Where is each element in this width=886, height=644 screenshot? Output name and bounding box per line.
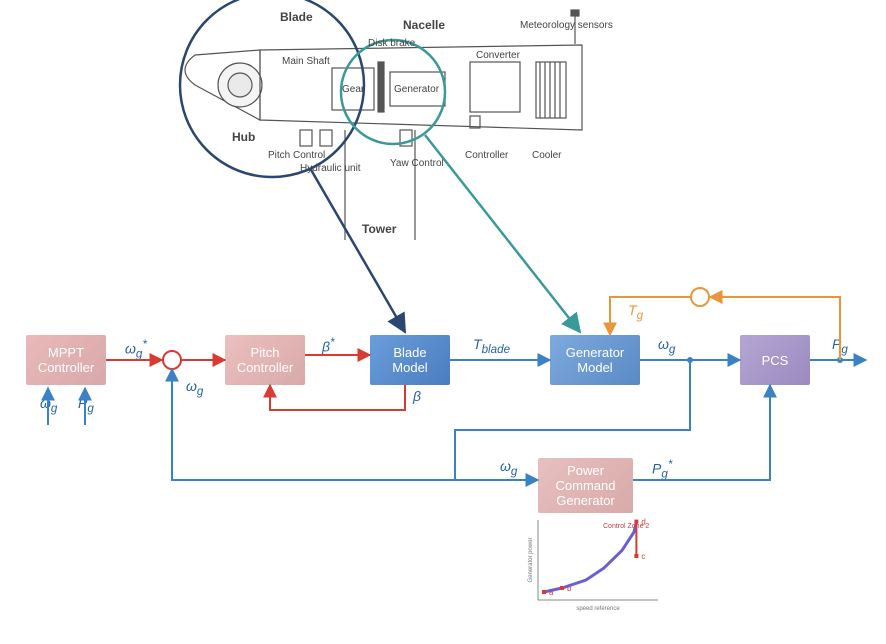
svg-text:Control Zone 2: Control Zone 2 <box>603 523 649 530</box>
signal-lines <box>0 0 886 644</box>
tower-label: Tower <box>362 222 396 236</box>
hub-label: Hub <box>232 130 255 144</box>
wg-out-label: ωg <box>658 336 675 356</box>
wg-fb-label: ωg <box>186 378 203 398</box>
blade-label: Blade <box>280 10 313 24</box>
wg-input-label: ωg <box>40 395 57 415</box>
mini-chart: a b c dControl Zone 2 Generator power speed r… <box>0 0 886 644</box>
nacelle-label: Nacelle <box>403 18 445 32</box>
gear-label: Gear <box>342 84 364 95</box>
met-sensors-label: Meteorology sensors <box>520 20 613 31</box>
svg-text:Generator power: Generator power <box>528 537 534 582</box>
beta-star-label: β* <box>322 336 335 355</box>
tblade-label: Tblade <box>473 336 510 356</box>
mppt-controller-block: MPPTController <box>26 335 106 385</box>
tg-label: Tg <box>628 302 643 322</box>
pg-out-label: Pg <box>832 336 848 356</box>
svg-text:speed reference: speed reference <box>576 606 620 612</box>
converter-label: Converter <box>476 50 520 61</box>
pg-star-label: Pg* <box>652 458 672 480</box>
wg-pcg-label: ωg <box>500 458 517 478</box>
svg-text:d: d <box>641 518 645 527</box>
blade-model-block: BladeModel <box>370 335 450 385</box>
beta-label: β <box>413 388 421 404</box>
pitch-ctrl-label: Pitch Control <box>268 150 325 161</box>
svg-text:a: a <box>549 588 554 597</box>
main-shaft-label: Main Shaft <box>282 56 330 67</box>
disk-brake-label: Disk brake <box>368 38 415 49</box>
generator-label: Generator <box>394 84 439 95</box>
wg-star-label: ωg* <box>125 338 147 360</box>
pcs-block: PCS <box>740 335 810 385</box>
generator-model-block: GeneratorModel <box>550 335 640 385</box>
nacelle-schematic <box>0 0 886 644</box>
power-command-generator-block: PowerCommandGenerator <box>538 458 633 513</box>
yaw-ctrl-label: Yaw Control <box>390 158 444 169</box>
pg-input-label: Pg <box>78 395 94 415</box>
cooler-label: Cooler <box>532 150 561 161</box>
svg-text:b: b <box>567 584 572 593</box>
hydraulic-label: Hydraulic unit <box>300 163 361 174</box>
controller-label: Controller <box>465 150 508 161</box>
pitch-controller-block: PitchController <box>225 335 305 385</box>
svg-text:c: c <box>641 552 645 561</box>
